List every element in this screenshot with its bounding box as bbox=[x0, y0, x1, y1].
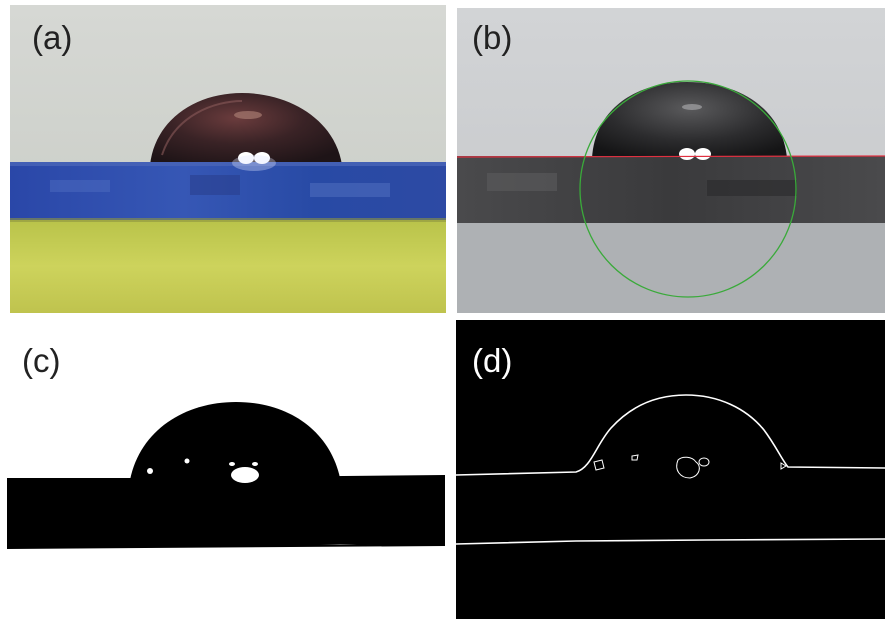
edge-detection-image bbox=[456, 320, 885, 619]
grayscale-fit-image bbox=[457, 8, 885, 313]
color-droplet-image bbox=[10, 5, 446, 313]
panel-label-c: (c) bbox=[22, 342, 61, 379]
binary-mask-image bbox=[0, 320, 446, 619]
binary-mask-panel bbox=[0, 320, 446, 619]
panel-label-a: (a) bbox=[32, 19, 73, 56]
panel-label-b: (b) bbox=[472, 19, 513, 56]
photo-color-droplet bbox=[10, 5, 446, 313]
edge-detection-panel bbox=[456, 320, 885, 619]
photo-grayscale-fitted bbox=[457, 8, 885, 313]
panel-label-d: (d) bbox=[472, 342, 513, 379]
